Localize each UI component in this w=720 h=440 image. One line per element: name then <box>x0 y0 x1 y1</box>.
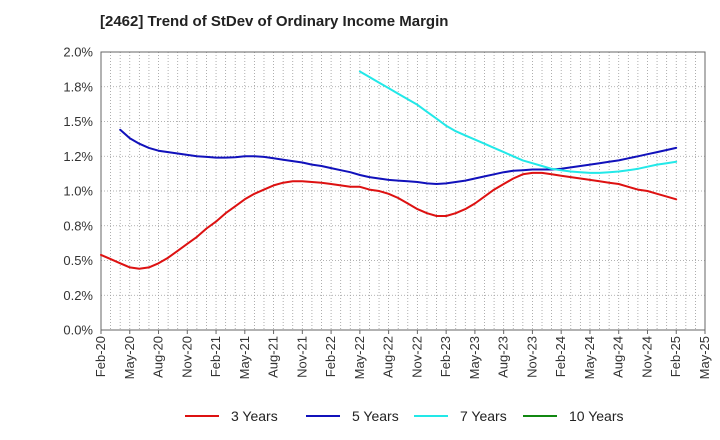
legend: 3 Years 5 Years 7 Years 10 Years <box>0 405 720 427</box>
y-tick-label: 1.0% <box>63 184 93 199</box>
x-tick-label: Nov-20 <box>179 336 194 378</box>
x-tick-label: Nov-23 <box>524 336 539 378</box>
x-tick-label: Nov-21 <box>294 336 309 378</box>
x-tick-label: Nov-22 <box>409 336 424 378</box>
x-tick-label: Feb-23 <box>438 336 453 377</box>
y-tick-label: 1.8% <box>63 79 93 94</box>
chart-title: [2462] Trend of StDev of Ordinary Income… <box>100 13 449 30</box>
series-line-3-years <box>100 171 678 270</box>
y-tick-label: 0.2% <box>63 288 93 303</box>
plot-frame <box>100 51 706 331</box>
y-tick-label: 0.8% <box>63 218 93 233</box>
x-tick-label: Aug-21 <box>266 336 281 378</box>
x-tick-label: Aug-22 <box>381 336 396 378</box>
x-tick-label: Nov-24 <box>639 336 654 378</box>
legend-label: 3 Years <box>231 408 278 424</box>
x-tick-label: Feb-24 <box>553 336 568 377</box>
x-tick-label: Aug-23 <box>496 336 511 378</box>
legend-item-10-years: 10 Years <box>523 405 624 427</box>
series-line-5-years <box>119 128 678 185</box>
y-tick-label: 1.2% <box>63 149 93 164</box>
x-tick-label: May-21 <box>237 336 252 379</box>
x-tick-label: May-23 <box>467 336 482 379</box>
y-tick-label: 0.0% <box>63 323 93 338</box>
legend-label: 10 Years <box>569 408 624 424</box>
y-tick-label: 2.0% <box>63 45 93 60</box>
x-tick-label: Feb-25 <box>668 336 683 377</box>
legend-swatch <box>523 415 557 417</box>
legend-label: 5 Years <box>352 408 399 424</box>
legend-label: 7 Years <box>460 408 507 424</box>
legend-swatch <box>306 415 340 417</box>
x-tick-label: May-22 <box>352 336 367 379</box>
legend-swatch <box>414 415 448 417</box>
y-tick-label: 1.5% <box>63 114 93 129</box>
legend-swatch <box>185 415 219 417</box>
x-tick-label: Feb-22 <box>323 336 338 377</box>
x-tick-label: Aug-20 <box>151 336 166 378</box>
plot-area: 0.0% 0.2% 0.5% 0.8% 1.0% 1.2% 1.5% 1.8% 2.0% Feb-… <box>63 45 712 380</box>
legend-item-3-years: 3 Years <box>185 405 278 427</box>
x-tick-label: Aug-24 <box>611 336 626 378</box>
y-tick-label: 0.5% <box>63 253 93 268</box>
x-tick-label: May-25 <box>697 336 712 379</box>
x-tick-label: May-24 <box>582 336 597 379</box>
x-tick-label: May-20 <box>122 336 137 379</box>
series-line-7-years <box>358 70 678 174</box>
legend-item-5-years: 5 Years <box>306 405 399 427</box>
x-tick-label: Feb-20 <box>93 336 108 377</box>
x-tick-label: Feb-21 <box>208 336 223 377</box>
legend-item-7-years: 7 Years <box>414 405 507 427</box>
